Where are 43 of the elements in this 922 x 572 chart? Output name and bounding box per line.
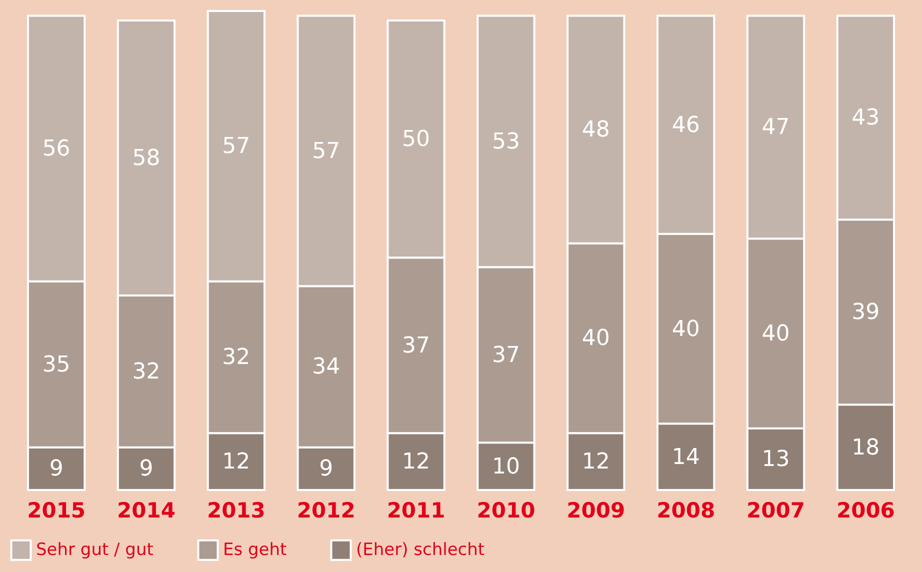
data-label: 13 [762, 447, 790, 472]
x-tick-label: 2014 [117, 498, 176, 522]
data-label: 12 [402, 450, 430, 475]
legend-label: (Eher) schlecht [356, 540, 485, 560]
data-label: 14 [672, 444, 700, 470]
data-label: 34 [312, 354, 340, 380]
data-label: 12 [582, 450, 610, 475]
x-tick-label: 2006 [836, 498, 895, 522]
data-label: 32 [222, 345, 250, 370]
data-label: 48 [582, 118, 610, 143]
data-label: 10 [492, 454, 520, 480]
x-tick-label: 2008 [656, 498, 716, 522]
data-label: 57 [312, 138, 340, 164]
x-tick-label: 2010 [476, 498, 536, 522]
data-label: 58 [132, 146, 160, 172]
data-label: 43 [852, 106, 880, 131]
data-label: 47 [762, 115, 790, 140]
x-tick-label: 2009 [566, 498, 626, 522]
data-label: 40 [762, 321, 790, 346]
data-label: 12 [222, 450, 250, 475]
data-label: 39 [852, 300, 880, 326]
data-label: 46 [672, 112, 700, 138]
data-label: 9 [139, 456, 154, 482]
data-label: 57 [222, 134, 250, 160]
data-label: 40 [582, 326, 610, 352]
x-tick-label: 2013 [206, 498, 266, 522]
data-label: 18 [852, 435, 880, 460]
data-label: 32 [132, 359, 160, 384]
x-tick-label: 2011 [386, 498, 446, 522]
data-label: 53 [492, 129, 520, 154]
x-tick-label: 2012 [296, 498, 356, 522]
x-tick-label: 2007 [746, 498, 805, 522]
data-label: 35 [42, 352, 70, 378]
legend-label: Es geht [223, 540, 288, 560]
data-label: 9 [319, 456, 334, 482]
x-tick-label: 2015 [27, 498, 86, 522]
data-label: 50 [402, 127, 430, 152]
data-label: 37 [402, 333, 430, 358]
data-label: 9 [49, 456, 64, 482]
data-label: 37 [492, 342, 520, 368]
data-label: 40 [672, 316, 700, 342]
legend-label: Sehr gut / gut [36, 540, 154, 560]
data-label: 56 [42, 136, 70, 162]
